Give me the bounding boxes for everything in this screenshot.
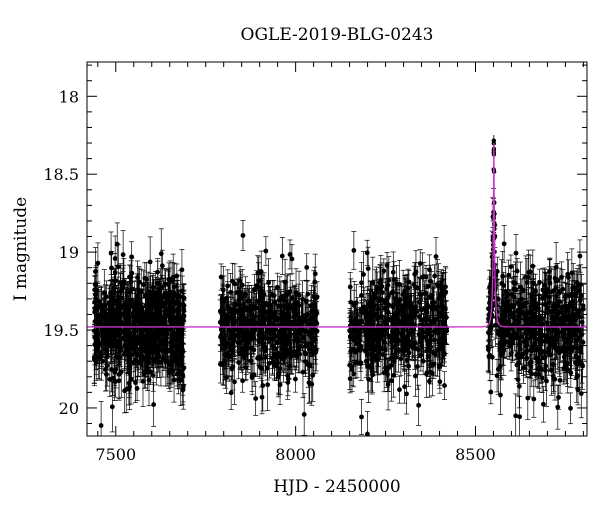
data-point [279, 236, 285, 276]
plot-frame [86, 61, 588, 437]
y-tick-label: 18 [59, 87, 79, 106]
data-point [442, 371, 448, 400]
data-point [109, 381, 115, 433]
data-point [494, 359, 500, 393]
data-point [396, 375, 402, 404]
data-point [301, 393, 307, 436]
data-point [312, 266, 318, 298]
y-tick-label: 19.5 [43, 321, 79, 340]
data-point [513, 234, 519, 272]
season-2016 [91, 222, 187, 436]
x-axis-label: HJD - 2450000 [273, 477, 401, 497]
data-point [577, 239, 583, 273]
data-points [91, 135, 586, 436]
season-2017 [217, 220, 320, 436]
x-axis-tick-labels: 7500 8000 8500 [95, 445, 495, 464]
chart-title: OGLE-2019-BLG-0243 [241, 25, 434, 45]
data-point [517, 396, 523, 436]
data-point [158, 228, 164, 279]
y-tick-label: 20 [59, 399, 79, 418]
data-point [351, 231, 357, 270]
data-point [98, 401, 104, 436]
data-point [543, 355, 549, 407]
data-point [488, 380, 494, 405]
data-point [232, 263, 238, 305]
data-point [117, 273, 123, 310]
x-tick-label: 8500 [455, 445, 496, 464]
data-point [304, 253, 310, 282]
data-point [497, 375, 503, 415]
data-point [358, 398, 364, 436]
x-tick-label: 8000 [275, 445, 316, 464]
y-tick-label: 19 [59, 243, 79, 262]
data-point [263, 236, 269, 266]
data-point [364, 239, 370, 266]
axis-ticks [87, 62, 587, 436]
data-point [525, 376, 531, 420]
season-2019 [485, 188, 586, 436]
x-tick-label: 7500 [95, 445, 136, 464]
data-point [240, 220, 246, 251]
y-axis-label: I magnitude [11, 197, 31, 301]
season-2018 [347, 231, 450, 436]
data-point [421, 261, 427, 291]
data-point [513, 393, 519, 436]
data-point [151, 382, 157, 427]
data-point [568, 392, 574, 425]
data-point [416, 384, 422, 426]
y-axis-tick-labels: 18 18.5 19 19.5 20 [43, 87, 79, 418]
data-point [95, 242, 101, 284]
data-point [433, 237, 439, 276]
y-tick-label: 18.5 [43, 165, 79, 184]
data-point [417, 249, 423, 278]
data-point [347, 272, 353, 302]
data-point [164, 336, 170, 387]
data-point [107, 361, 113, 397]
